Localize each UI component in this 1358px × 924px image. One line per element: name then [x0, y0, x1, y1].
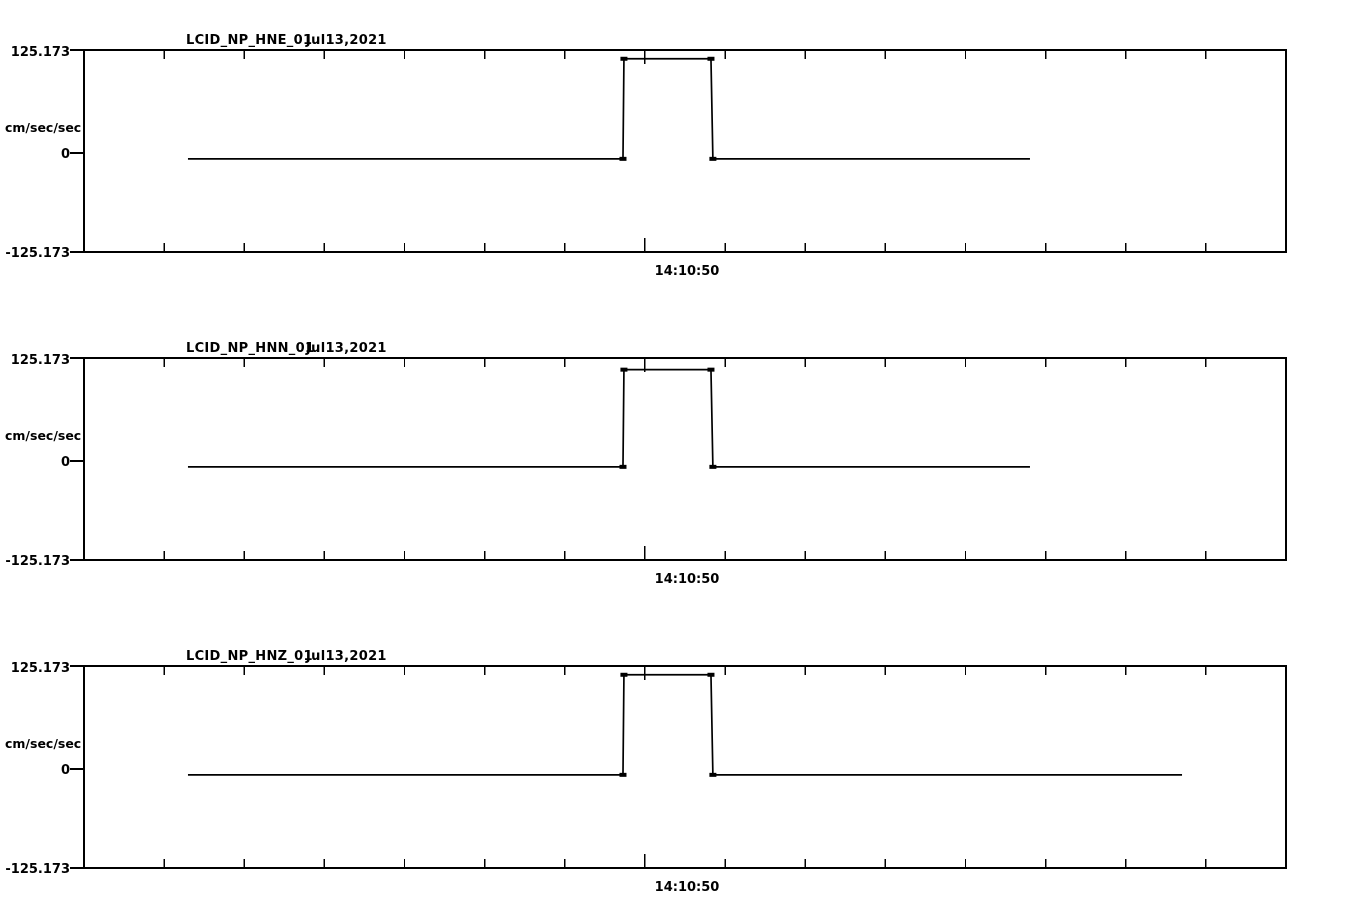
trace-sample-marker [707, 672, 715, 677]
waveform-trace [187, 367, 1030, 469]
panel-station-label: LCID_NP_HNZ_01 [186, 649, 313, 664]
y-axis-ticks [70, 49, 84, 253]
x-axis-ticks [163, 358, 1207, 560]
trace-sample-marker [619, 772, 627, 777]
waveform-trace [187, 672, 1183, 777]
y-axis-top-label: 125.173 [11, 353, 70, 368]
plot-frame [83, 49, 1287, 253]
y-axis-ticks [70, 357, 84, 561]
panel-date-label: Jul13,2021 [305, 33, 387, 48]
waveform-plot-hnz: LCID_NP_HNZ_01 Jul13,2021 125.173 cm/sec… [5, 649, 1287, 895]
panel-date-label: Jul13,2021 [305, 341, 387, 356]
y-axis-bottom-label: -125.173 [5, 246, 70, 261]
waveform-panel-hnn: LCID_NP_HNN_01 Jul13,2021 125.173 cm/sec… [0, 308, 1358, 608]
waveform-trace [187, 56, 1030, 161]
y-axis-ticks [70, 665, 84, 869]
trace-sample-marker [709, 464, 717, 469]
trace-sample-marker [707, 367, 715, 372]
plot-frame [83, 665, 1287, 869]
trace-path [187, 368, 1030, 468]
trace-sample-marker [620, 672, 628, 677]
trace-sample-marker [620, 367, 628, 372]
y-axis-top-label: 125.173 [11, 45, 70, 60]
y-axis-bottom-label: -125.173 [5, 554, 70, 569]
trace-sample-marker [619, 156, 627, 161]
panel-station-label: LCID_NP_HNN_01 [186, 341, 314, 356]
y-axis-zero-label: 0 [61, 455, 70, 470]
y-axis-zero-label: 0 [61, 763, 70, 778]
y-axis-top-label: 125.173 [11, 661, 70, 676]
trace-path [187, 57, 1030, 160]
y-axis-units-label: cm/sec/sec [5, 428, 81, 443]
trace-sample-marker [619, 464, 627, 469]
panel-station-label: LCID_NP_HNE_01 [186, 33, 312, 48]
trace-sample-marker [709, 772, 717, 777]
trace-path [187, 673, 1183, 776]
x-axis-center-time-label: 14:10:50 [655, 264, 720, 279]
y-axis-bottom-label: -125.173 [5, 862, 70, 877]
y-axis-units-label: cm/sec/sec [5, 736, 81, 751]
waveform-plot-hnn: LCID_NP_HNN_01 Jul13,2021 125.173 cm/sec… [5, 341, 1287, 587]
trace-sample-marker [709, 156, 717, 161]
waveform-panel-hne: LCID_NP_HNE_01 Jul13,2021 125.173 cm/sec… [0, 0, 1358, 300]
y-axis-zero-label: 0 [61, 147, 70, 162]
panel-date-label: Jul13,2021 [305, 649, 387, 664]
x-axis-ticks [163, 50, 1207, 252]
trace-sample-marker [620, 56, 628, 61]
x-axis-ticks [163, 666, 1207, 868]
trace-sample-marker [707, 56, 715, 61]
plot-frame [83, 357, 1287, 561]
x-axis-center-time-label: 14:10:50 [655, 572, 720, 587]
waveform-plot-hne: LCID_NP_HNE_01 Jul13,2021 125.173 cm/sec… [5, 33, 1287, 279]
x-axis-center-time-label: 14:10:50 [655, 880, 720, 895]
waveform-panel-hnz: LCID_NP_HNZ_01 Jul13,2021 125.173 cm/sec… [0, 616, 1358, 916]
y-axis-units-label: cm/sec/sec [5, 120, 81, 135]
